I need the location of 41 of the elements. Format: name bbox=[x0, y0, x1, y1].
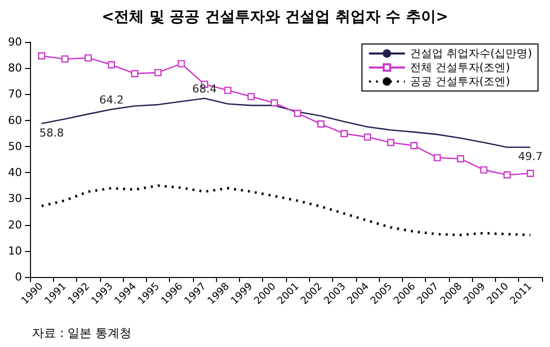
y-tick-label: 30 bbox=[8, 192, 22, 206]
legend-label: 공공 건설투자(조엔) bbox=[410, 75, 510, 88]
y-tick-label: 80 bbox=[8, 62, 22, 75]
point bbox=[434, 154, 441, 162]
y-tick-label: 0 bbox=[15, 270, 22, 284]
y-tick-label: 20 bbox=[8, 218, 22, 232]
point bbox=[294, 110, 302, 117]
point bbox=[270, 99, 278, 106]
data-label: 64.2 bbox=[99, 93, 124, 106]
point bbox=[178, 60, 185, 68]
point bbox=[480, 166, 488, 174]
point bbox=[131, 70, 138, 78]
y-tick-label: 70 bbox=[8, 88, 22, 101]
point bbox=[38, 52, 46, 60]
point bbox=[340, 130, 348, 138]
y-tick-label: 50 bbox=[8, 140, 22, 153]
data-label: 58.8 bbox=[39, 126, 64, 140]
point bbox=[224, 86, 232, 94]
point bbox=[387, 138, 394, 146]
line-series bbox=[40, 184, 532, 236]
point bbox=[410, 142, 418, 150]
y-tick-label: 60 bbox=[8, 114, 22, 127]
data-label: 49.7 bbox=[518, 150, 543, 164]
text: 자료 : 일본 통계청 bbox=[32, 326, 132, 340]
chart-title: <전체 및 공공 건설투자와 건설업 취업자 수 추이> bbox=[102, 8, 448, 26]
legend-label: 건설업 취업자수(십만명) bbox=[410, 47, 532, 60]
point bbox=[526, 170, 534, 177]
point bbox=[317, 120, 325, 128]
y-tick-label: 40 bbox=[8, 166, 22, 180]
point bbox=[154, 68, 162, 76]
y-tick-label: 10 bbox=[8, 244, 22, 258]
point bbox=[108, 61, 116, 68]
point bbox=[84, 54, 92, 62]
point bbox=[364, 133, 372, 141]
point bbox=[503, 171, 511, 179]
point bbox=[247, 92, 255, 100]
data-label: 68.4 bbox=[192, 82, 217, 96]
legend-label: 전체 건설투자(조엔) bbox=[410, 61, 510, 74]
point bbox=[61, 55, 69, 63]
point bbox=[456, 155, 464, 162]
y-tick-label: 90 bbox=[8, 36, 22, 48]
